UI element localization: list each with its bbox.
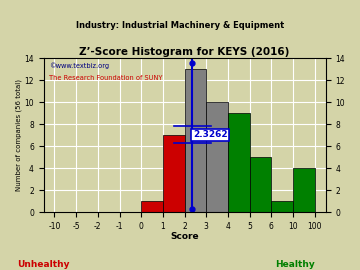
Bar	[228, 113, 250, 212]
Bar	[250, 157, 271, 212]
Text: The Research Foundation of SUNY: The Research Foundation of SUNY	[49, 75, 163, 81]
Title: Z’-Score Histogram for KEYS (2016): Z’-Score Histogram for KEYS (2016)	[80, 48, 290, 58]
Text: Industry: Industrial Machinery & Equipment: Industry: Industrial Machinery & Equipme…	[76, 21, 284, 30]
Bar	[293, 168, 315, 212]
Text: 2.3262: 2.3262	[193, 130, 228, 139]
Bar	[185, 69, 206, 212]
Text: Healthy: Healthy	[275, 260, 315, 269]
Bar	[141, 201, 163, 212]
Bar	[206, 102, 228, 212]
Bar	[271, 201, 293, 212]
Bar	[163, 135, 185, 212]
Y-axis label: Number of companies (56 total): Number of companies (56 total)	[15, 79, 22, 191]
X-axis label: Score: Score	[170, 232, 199, 241]
Text: Unhealthy: Unhealthy	[17, 260, 69, 269]
Text: ©www.textbiz.org: ©www.textbiz.org	[49, 63, 109, 69]
